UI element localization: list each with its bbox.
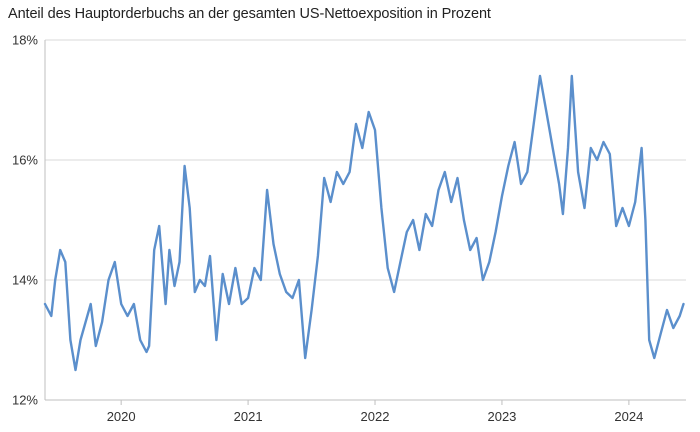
x-tick-label: 2020 (107, 409, 136, 424)
y-tick-label: 18% (12, 33, 38, 48)
y-tick-label: 12% (12, 393, 38, 408)
x-tick-label: 2021 (234, 409, 263, 424)
chart-title: Anteil des Hauptorderbuchs an der gesamt… (8, 6, 491, 22)
x-tick-label: 2023 (487, 409, 516, 424)
x-tick-label: 2022 (361, 409, 390, 424)
tick-labels: 12% 14% 16% 18% 2020 2021 2022 2023 2024 (12, 33, 643, 425)
y-tick-label: 16% (12, 153, 38, 168)
y-tick-label: 14% (12, 273, 38, 288)
axes (44, 40, 686, 405)
x-tick-label: 2024 (614, 409, 643, 424)
series-lines (43, 74, 685, 372)
series-line-0 (43, 74, 685, 372)
